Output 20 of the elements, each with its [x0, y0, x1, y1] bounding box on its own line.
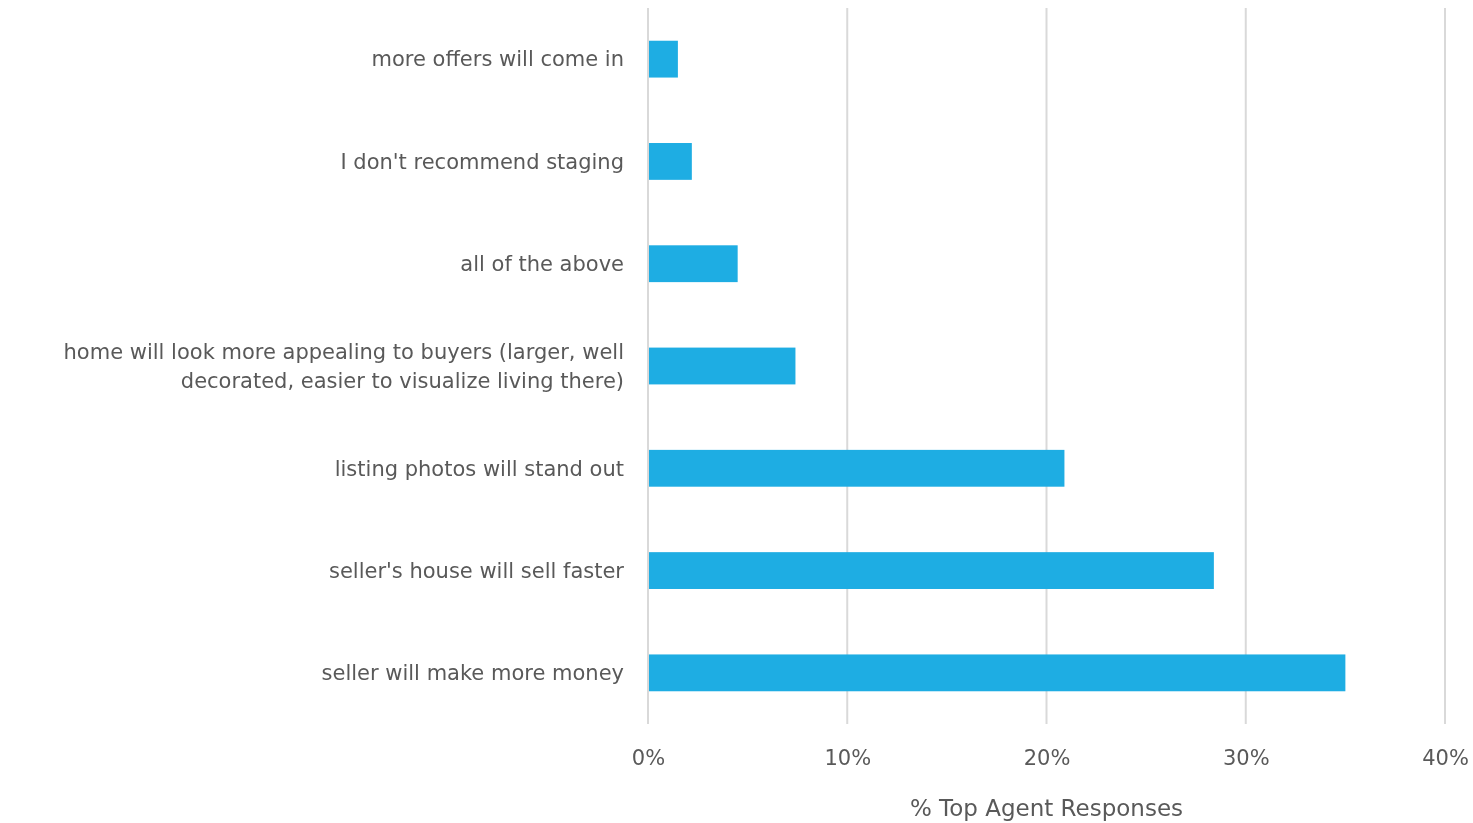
- bar: [648, 654, 1346, 692]
- bar: [648, 143, 692, 180]
- y-tick-label: all of the above: [460, 252, 624, 277]
- bar: [648, 40, 678, 78]
- x-tick-label: 30%: [1222, 745, 1270, 770]
- bar: [648, 245, 738, 283]
- x-tick-label: 10%: [824, 745, 872, 770]
- x-tick-label: 40%: [1422, 745, 1469, 770]
- y-tick-label: listing photos will stand out: [334, 456, 624, 481]
- y-tick-label: seller will make more money: [321, 661, 624, 686]
- bar: [648, 347, 796, 385]
- bar: [648, 449, 1065, 487]
- x-tick-label: 20%: [1023, 745, 1071, 770]
- x-axis-title: % Top Agent Responses: [909, 795, 1184, 821]
- y-tick-label: seller's house will sell faster: [328, 558, 625, 583]
- x-tick-label: 0%: [631, 745, 666, 770]
- y-tick-label: I don't recommend staging: [340, 149, 624, 174]
- y-tick-label: home will look more appealing to buyers (larger, well decorated, easier to visualize living there): [63, 339, 624, 393]
- bar: [648, 552, 1214, 589]
- y-tick-label: more offers will come in: [371, 47, 624, 72]
